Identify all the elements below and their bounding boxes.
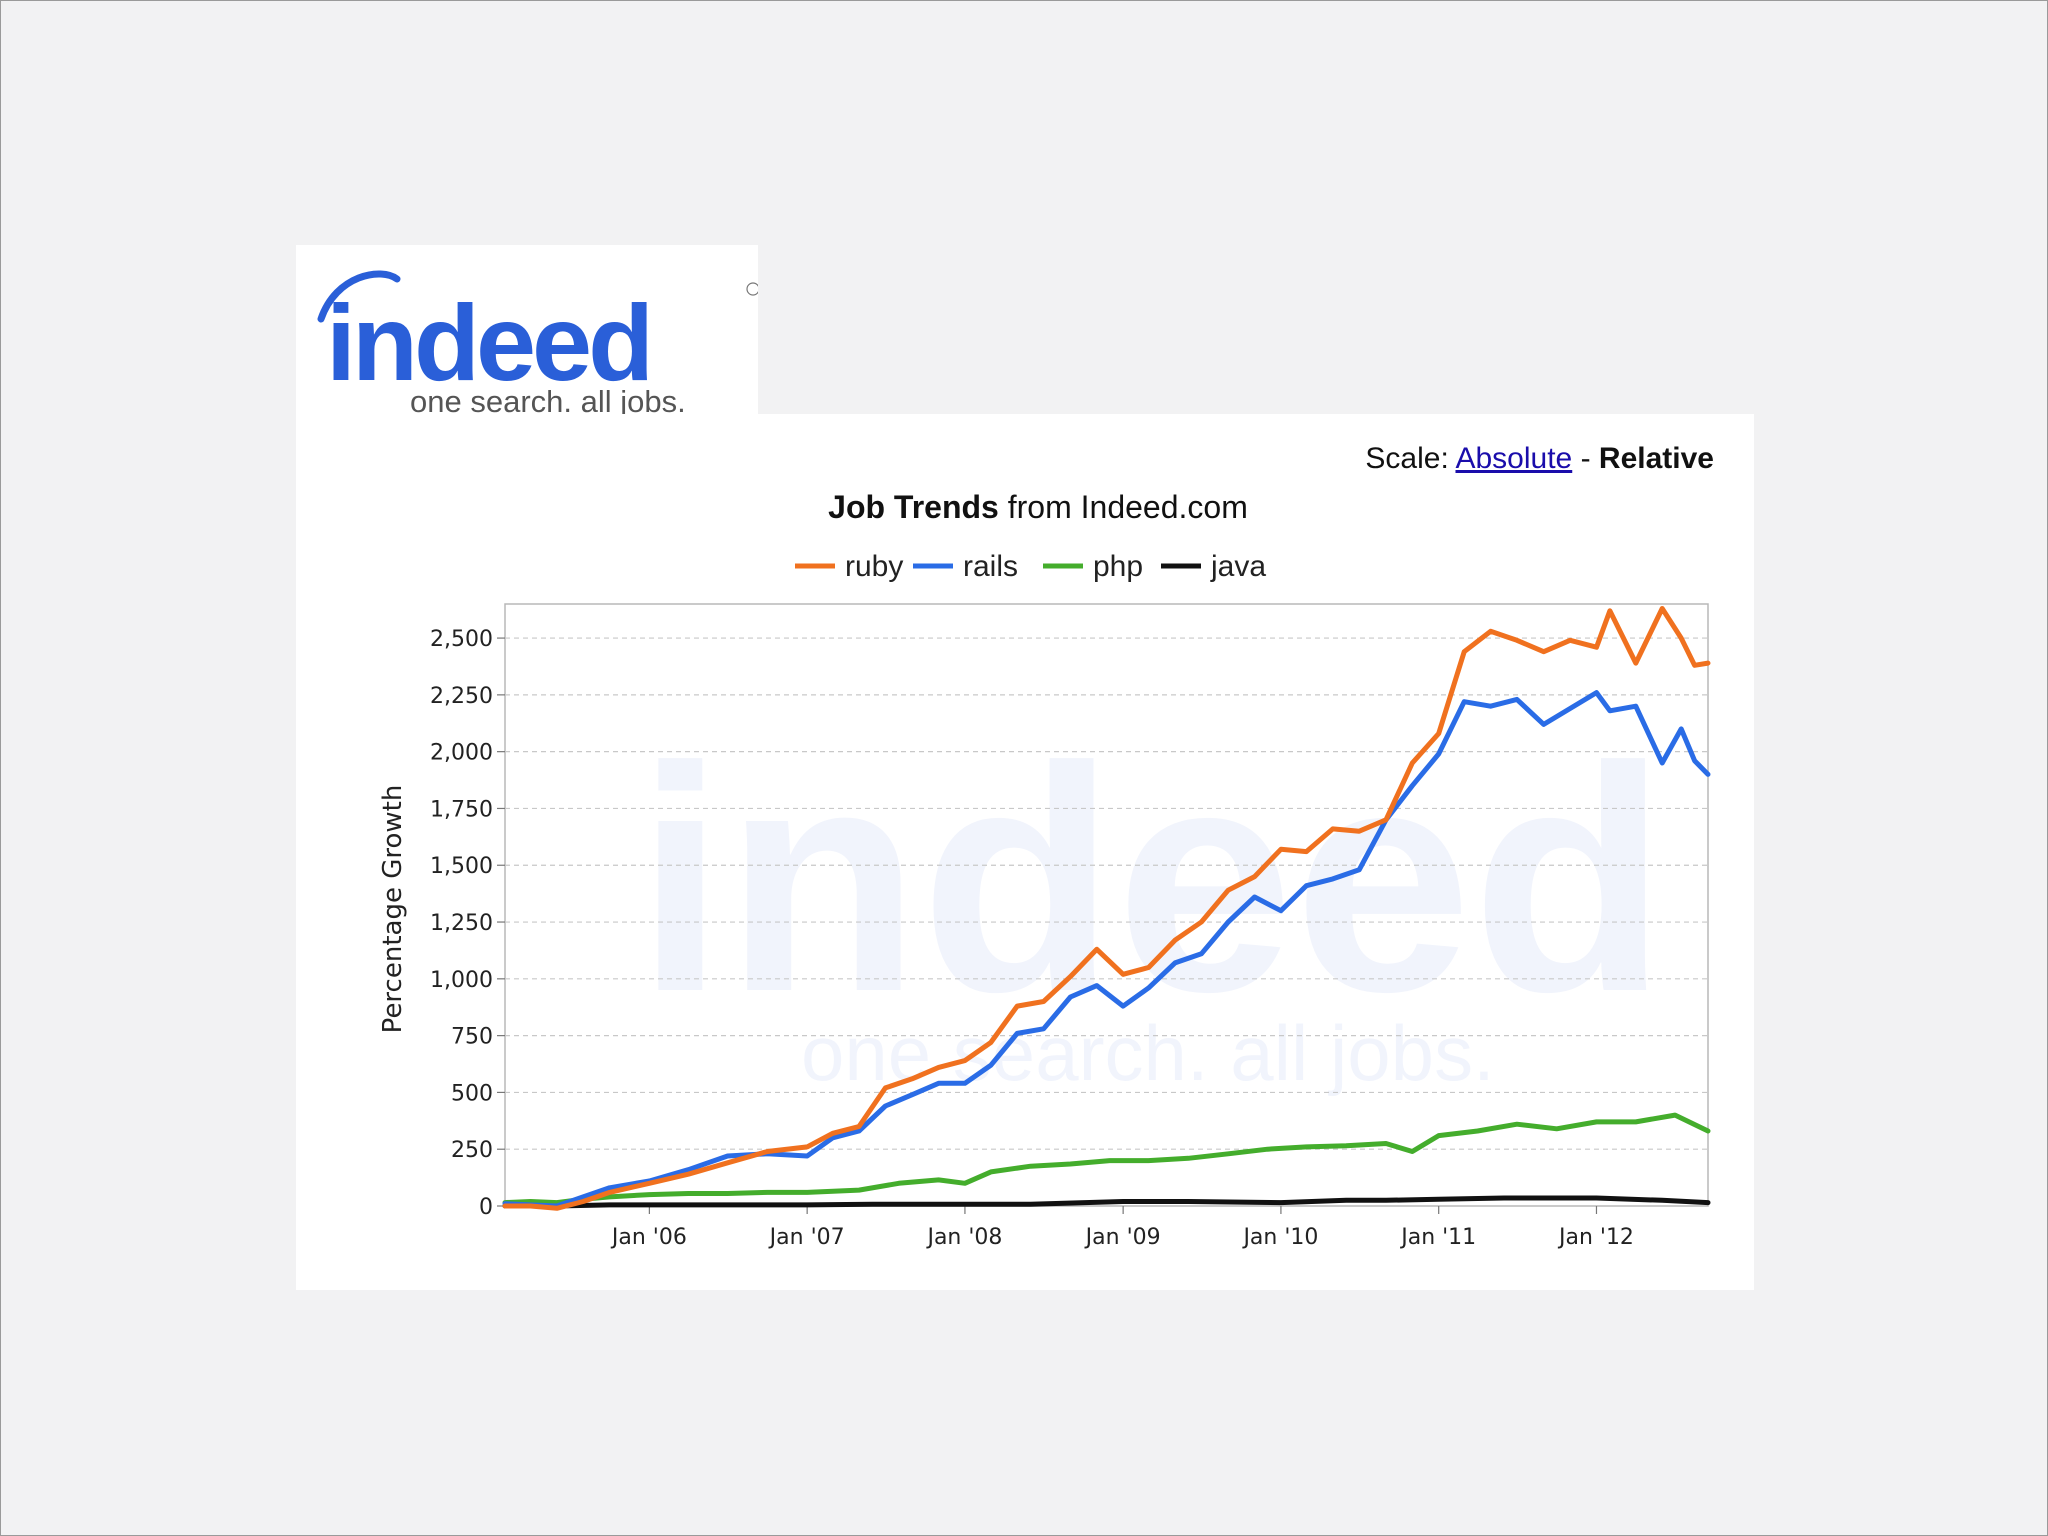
y-tick-label: 0: [479, 1195, 493, 1220]
scale-absolute-link[interactable]: Absolute: [1455, 442, 1572, 475]
legend-label-php: php: [1093, 550, 1143, 583]
scale-separator: -: [1581, 442, 1591, 475]
legend-label-ruby: ruby: [845, 550, 903, 583]
y-tick-label: 250: [451, 1138, 493, 1163]
indeed-logo-graphic: indeed one search. all jobs.: [317, 270, 760, 419]
y-tick-label: 500: [451, 1081, 493, 1106]
chart-title-rest: from Indeed.com: [1008, 489, 1248, 525]
chart-legend: ruby rails php java: [795, 550, 1266, 583]
chart-title: Job Trends from Indeed.com: [828, 489, 1248, 525]
y-tick-label: 750: [451, 1025, 493, 1050]
series-line-ruby: [502, 606, 1711, 1211]
x-axis-ticks: Jan '06 Jan '07 Jan '08 Jan '09 Jan '10 Jan '…: [610, 1206, 1634, 1250]
logo-wordmark: indeed: [326, 282, 650, 403]
x-tick-label: Jan '08: [925, 1225, 1002, 1250]
job-trends-panel: indeed one search. all jobs. Scale: Abso…: [296, 414, 1754, 1290]
scale-label: Scale:: [1365, 442, 1448, 475]
y-tick-label: 1,500: [430, 854, 493, 879]
watermark: indeed one search. all jobs.: [636, 700, 1667, 1097]
y-tick-label: 2,250: [430, 684, 493, 709]
x-tick-label: Jan '06: [610, 1225, 687, 1250]
chart-title-bold: Job Trends: [828, 489, 999, 525]
series-line-php: [502, 1112, 1711, 1206]
indeed-logo[interactable]: indeed one search. all jobs.: [296, 245, 760, 421]
chart-svg: indeed one search. all jobs. Scale: Abso…: [378, 442, 1714, 1250]
series-lines: [502, 606, 1711, 1211]
logo-tagline: one search. all jobs.: [410, 384, 686, 419]
watermark-tagline: one search. all jobs.: [801, 1009, 1495, 1097]
series-line-java: [502, 1195, 1711, 1209]
watermark-wordmark: indeed: [636, 700, 1667, 1058]
x-tick-label: Jan '10: [1241, 1225, 1318, 1250]
x-tick-label: Jan '07: [768, 1225, 845, 1250]
x-tick-label: Jan '12: [1557, 1225, 1634, 1250]
y-tick-label: 1,250: [430, 911, 493, 936]
y-tick-label: 2,000: [430, 741, 493, 766]
x-tick-label: Jan '11: [1399, 1225, 1476, 1250]
registered-mark: [746, 282, 760, 296]
y-axis-ticks: 0 250 500 750 1,000 1,250 1,500 1,750 2,000 2,250…: [430, 627, 505, 1220]
scale-relative-option: Relative: [1599, 442, 1714, 475]
y-axis-label: Percentage Growth: [378, 785, 408, 1034]
scale-switch: Scale: Absolute - Relative: [1365, 442, 1714, 475]
x-tick-label: Jan '09: [1084, 1225, 1161, 1250]
y-tick-label: 1,000: [430, 968, 493, 993]
legend-label-rails: rails: [963, 550, 1018, 583]
y-tick-label: 1,750: [430, 797, 493, 822]
y-tick-label: 2,500: [430, 627, 493, 652]
logo-arc: [317, 270, 401, 323]
legend-label-java: java: [1210, 550, 1266, 583]
plot-area: [504, 603, 1709, 1207]
